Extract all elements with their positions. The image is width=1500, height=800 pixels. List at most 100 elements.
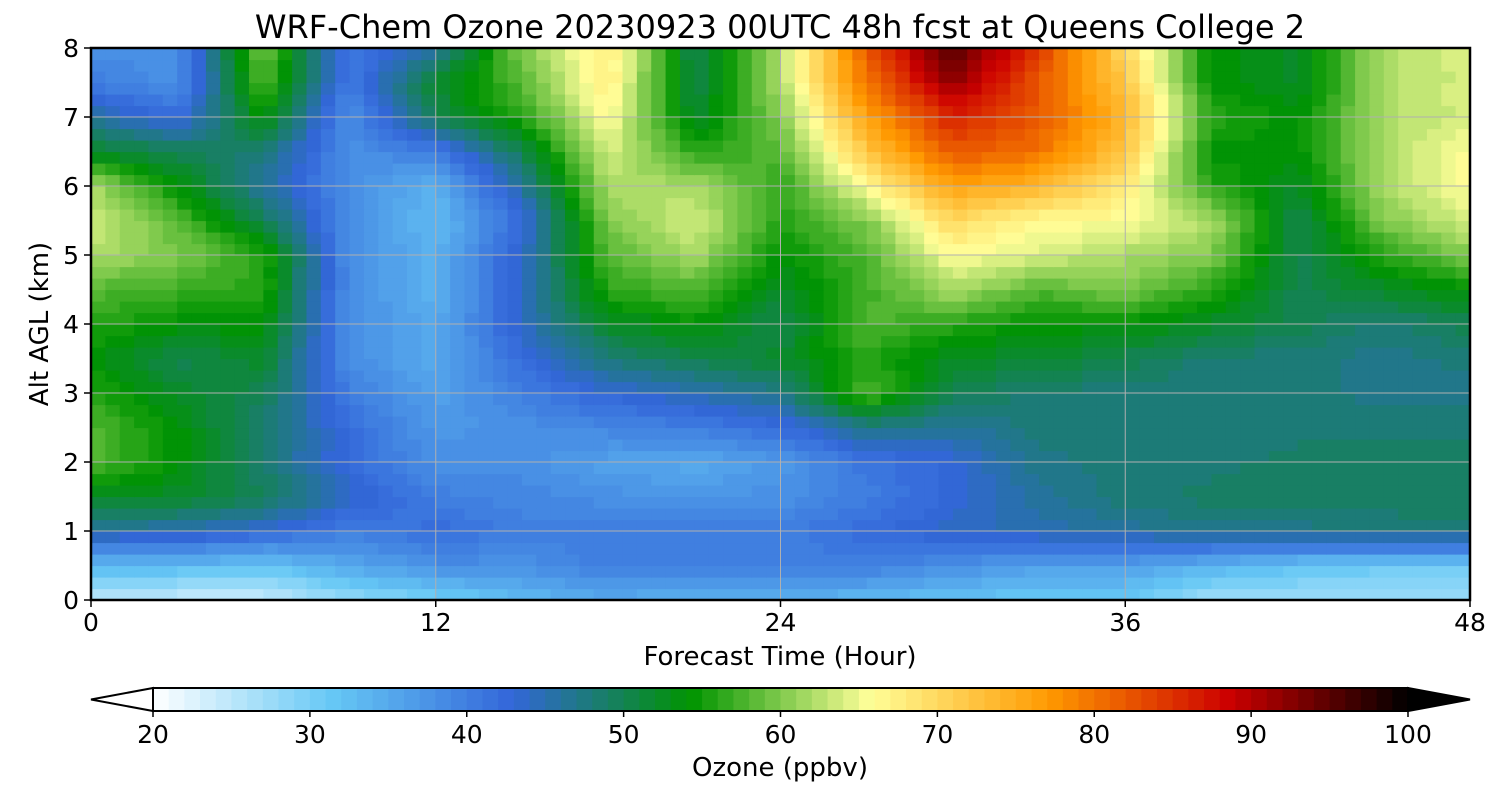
contour-cell — [866, 48, 882, 61]
contour-cell — [1053, 370, 1069, 383]
contour-cell — [579, 554, 595, 567]
contour-cell — [1225, 255, 1241, 268]
contour-cell — [967, 496, 983, 509]
x-tick-label: 36 — [1109, 608, 1141, 637]
contour-cell — [335, 266, 351, 279]
contour-cell — [407, 324, 422, 337]
contour-cell — [378, 71, 394, 84]
contour-cell — [622, 577, 638, 590]
contour-cell — [1024, 335, 1040, 348]
contour-cell — [1096, 278, 1112, 291]
contour-cell — [363, 565, 379, 578]
contour-cell — [1197, 289, 1213, 302]
contour-cell — [665, 416, 681, 429]
contour-cell — [837, 266, 853, 279]
contour-cell — [852, 324, 868, 337]
contour-cell — [780, 519, 796, 532]
contour-cell — [651, 324, 667, 337]
contour-cell — [780, 588, 796, 601]
contour-cell — [493, 508, 509, 521]
contour-cell — [1225, 266, 1241, 279]
contour-cell — [521, 577, 537, 590]
contour-cell — [837, 117, 853, 130]
contour-cell — [1096, 554, 1112, 567]
contour-cell — [1240, 427, 1256, 440]
contour-cell — [1426, 140, 1442, 153]
contour-cell — [292, 416, 308, 429]
contour-cell — [478, 151, 494, 164]
contour-cell — [794, 48, 810, 61]
contour-cell — [694, 588, 710, 601]
contour-cell — [1067, 347, 1083, 360]
contour-cell — [119, 48, 135, 61]
contour-cell — [119, 450, 135, 463]
contour-cell — [1369, 232, 1385, 245]
contour-cell — [1010, 496, 1026, 509]
contour-cell — [1268, 243, 1284, 256]
contour-cell — [306, 140, 322, 153]
contour-cell — [521, 209, 537, 222]
contour-cell — [536, 255, 552, 268]
contour-cell — [1182, 255, 1198, 268]
contour-cell — [1153, 48, 1169, 61]
contour-cell — [1283, 427, 1299, 440]
contour-cell — [579, 278, 595, 291]
contour-cell — [191, 450, 207, 463]
contour-cell — [349, 427, 365, 440]
contour-cell — [679, 450, 695, 463]
contour-cell — [1283, 381, 1299, 394]
contour-cell — [924, 209, 940, 222]
contour-cell — [952, 151, 968, 164]
contour-cell — [478, 462, 494, 475]
contour-cell — [938, 48, 954, 61]
contour-cell — [723, 427, 738, 440]
contour-cell — [1053, 450, 1069, 463]
contour-cell — [1340, 427, 1356, 440]
contour-cell — [1082, 278, 1098, 291]
colorbar-segment — [1157, 688, 1174, 711]
contour-cell — [651, 174, 667, 187]
contour-cell — [392, 209, 408, 222]
contour-cell — [608, 347, 624, 360]
contour-cell — [1240, 128, 1256, 141]
contour-cell — [766, 439, 782, 452]
contour-cell — [162, 519, 178, 532]
contour-cell — [579, 59, 595, 72]
contour-cell — [1426, 289, 1442, 302]
contour-cell — [1426, 588, 1442, 601]
contour-cell — [766, 48, 782, 61]
contour-cell — [407, 370, 422, 383]
contour-cell — [363, 358, 379, 371]
contour-cell — [1110, 312, 1126, 325]
contour-cell — [1225, 186, 1241, 199]
contour-cell — [1225, 128, 1241, 141]
contour-cell — [1039, 301, 1055, 314]
contour-cell — [1096, 462, 1112, 475]
contour-cell — [119, 496, 135, 509]
contour-cell — [1355, 485, 1371, 498]
contour-cell — [306, 508, 322, 521]
contour-cell — [995, 151, 1011, 164]
contour-cell — [148, 393, 164, 406]
contour-cell — [1053, 508, 1069, 521]
contour-cell — [191, 416, 207, 429]
contour-cell — [751, 588, 767, 601]
contour-cell — [679, 82, 695, 95]
contour-cell — [320, 519, 336, 532]
contour-cell — [723, 209, 738, 222]
contour-cell — [1355, 278, 1371, 291]
contour-cell — [852, 404, 868, 417]
contour-cell — [91, 427, 106, 440]
contour-cell — [177, 105, 193, 118]
contour-cell — [493, 220, 509, 233]
contour-cell — [866, 94, 882, 107]
contour-cell — [852, 531, 868, 544]
contour-cell — [306, 151, 322, 164]
contour-cell — [1225, 393, 1241, 406]
contour-cell — [651, 358, 667, 371]
contour-cell — [507, 404, 523, 417]
contour-cell — [995, 324, 1011, 337]
contour-cell — [780, 105, 796, 118]
contour-cell — [1039, 393, 1055, 406]
contour-cell — [277, 140, 293, 153]
